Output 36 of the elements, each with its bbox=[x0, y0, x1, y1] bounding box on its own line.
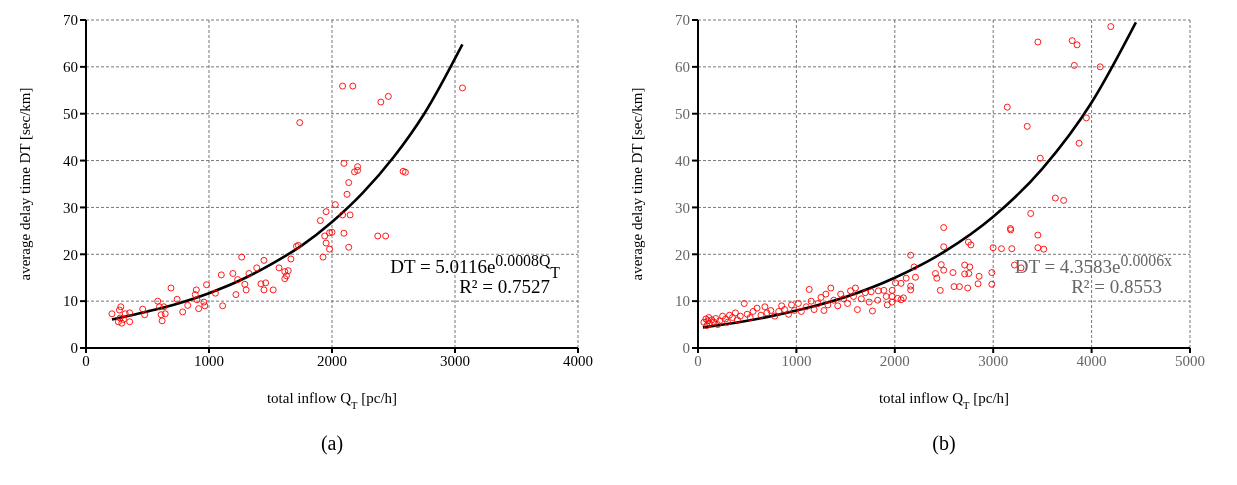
x-tick-label: 1000 bbox=[781, 352, 812, 369]
annotation: R² = 0.7527 bbox=[459, 276, 550, 299]
x-tick-label: 4000 bbox=[563, 352, 593, 369]
y-tick-label: 30 bbox=[63, 199, 78, 216]
y-tick-label: 50 bbox=[63, 106, 78, 123]
y-tick-label: 0 bbox=[70, 340, 78, 357]
y-axis-title: average delay time DT [sec/km] bbox=[17, 87, 33, 281]
text: (a) bbox=[319, 432, 345, 455]
x-tick-label: 3000 bbox=[978, 352, 1009, 369]
y-tick-label: 70 bbox=[63, 12, 78, 29]
x-axis-title: total inflow Q$_{T}$ [pc/h] bbox=[878, 390, 1010, 411]
x-tick-label: 4000 bbox=[1076, 352, 1107, 369]
x-tick-label: 1000 bbox=[194, 352, 224, 369]
annotation: DT = 4.3583e$^{0.0006x}$ bbox=[1014, 252, 1172, 279]
x-tick-label: 2000 bbox=[317, 352, 347, 369]
y-tick-label: 70 bbox=[675, 12, 690, 29]
y-tick-label: 60 bbox=[63, 59, 78, 76]
y-tick-label: 40 bbox=[675, 152, 690, 169]
y-tick-label: 20 bbox=[675, 246, 690, 263]
x-tick-label: 2000 bbox=[879, 352, 910, 369]
text: (b) bbox=[931, 432, 957, 455]
x-tick-label: 0 bbox=[82, 352, 90, 369]
y-tick-label: 30 bbox=[675, 199, 690, 216]
annotation: R² = 0.8553 bbox=[1071, 276, 1162, 299]
y-tick-label: 0 bbox=[682, 340, 690, 357]
y-tick-label: 10 bbox=[675, 293, 690, 310]
y-axis-title: average delay time DT [sec/km] bbox=[629, 87, 645, 281]
x-axis-title: total inflow Q$_{T}$ [pc/h] bbox=[266, 390, 398, 411]
x-tick-label: 3000 bbox=[440, 352, 470, 369]
x-tick-label: 0 bbox=[694, 352, 702, 369]
x-tick-label: 5000 bbox=[1175, 352, 1205, 369]
y-tick-label: 50 bbox=[675, 106, 690, 123]
y-tick-label: 20 bbox=[63, 246, 78, 263]
y-tick-label: 60 bbox=[675, 59, 690, 76]
y-tick-label: 10 bbox=[63, 293, 78, 310]
y-tick-label: 40 bbox=[63, 152, 78, 169]
